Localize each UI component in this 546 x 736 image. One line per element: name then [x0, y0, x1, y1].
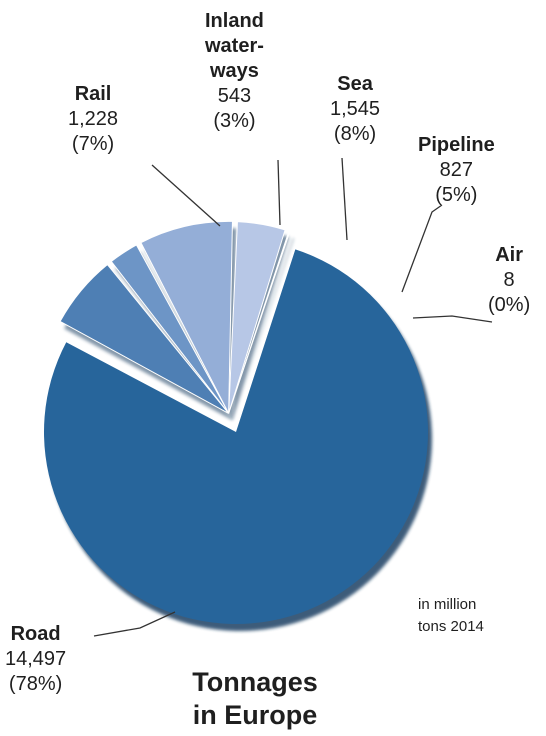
- slice-name-inland-waterways: Inland water- ways: [205, 10, 264, 82]
- slice-name-road: Road: [10, 623, 61, 645]
- slice-name-pipeline: Pipeline: [418, 134, 495, 156]
- label-road: Road 14,497 (78%): [5, 622, 66, 697]
- label-air: Air 8 (0%): [488, 243, 530, 318]
- pie-slice-rail: [59, 263, 230, 414]
- slice-value-pipeline: 827: [439, 159, 474, 181]
- pie-slice-road: [43, 249, 428, 625]
- slice-name-rail: Rail: [74, 83, 112, 105]
- pie-slice-sea: [140, 220, 233, 414]
- leader-line-road: [93, 611, 176, 637]
- slice-shadow-air: [232, 238, 294, 421]
- slice-percent-inland-waterways: (3%): [213, 110, 256, 132]
- label-rail: Rail 1,228 (7%): [68, 82, 118, 157]
- slice-name-sea: Sea: [337, 73, 373, 95]
- unit-note: in million tons 2014: [418, 596, 484, 635]
- label-pipeline: Pipeline 827 (5%): [418, 133, 495, 208]
- slice-value-inland-waterways: 543: [217, 85, 252, 107]
- slice-name-air: Air: [495, 244, 524, 266]
- slice-value-rail: 1,228: [68, 108, 119, 130]
- slice-percent-rail: (7%): [71, 133, 115, 155]
- pie-slice-inland-waterways: [110, 244, 230, 414]
- slice-percent-road: (78%): [8, 673, 63, 695]
- label-sea: Sea 1,545 (8%): [330, 72, 380, 147]
- leader-line-sea: [341, 157, 348, 241]
- slice-percent-air: (0%): [488, 294, 531, 316]
- slice-percent-sea: (8%): [333, 123, 377, 145]
- slice-value-air: 8: [503, 269, 515, 291]
- leader-line-air: [412, 315, 493, 323]
- chart-title: Tonnages in Europe: [192, 667, 318, 730]
- leader-line-inland-waterways: [277, 159, 281, 226]
- pie-slice-air: [228, 230, 291, 414]
- pie-slice-pipeline: [228, 221, 286, 414]
- slice-value-road: 14,497: [5, 648, 67, 670]
- leader-line-rail: [151, 164, 221, 227]
- slice-value-sea: 1,545: [330, 98, 381, 120]
- slice-percent-pipeline: (5%): [435, 184, 478, 206]
- label-inland-waterways: Inland water- ways 543 (3%): [205, 9, 264, 134]
- leader-line-pipeline: [401, 204, 443, 293]
